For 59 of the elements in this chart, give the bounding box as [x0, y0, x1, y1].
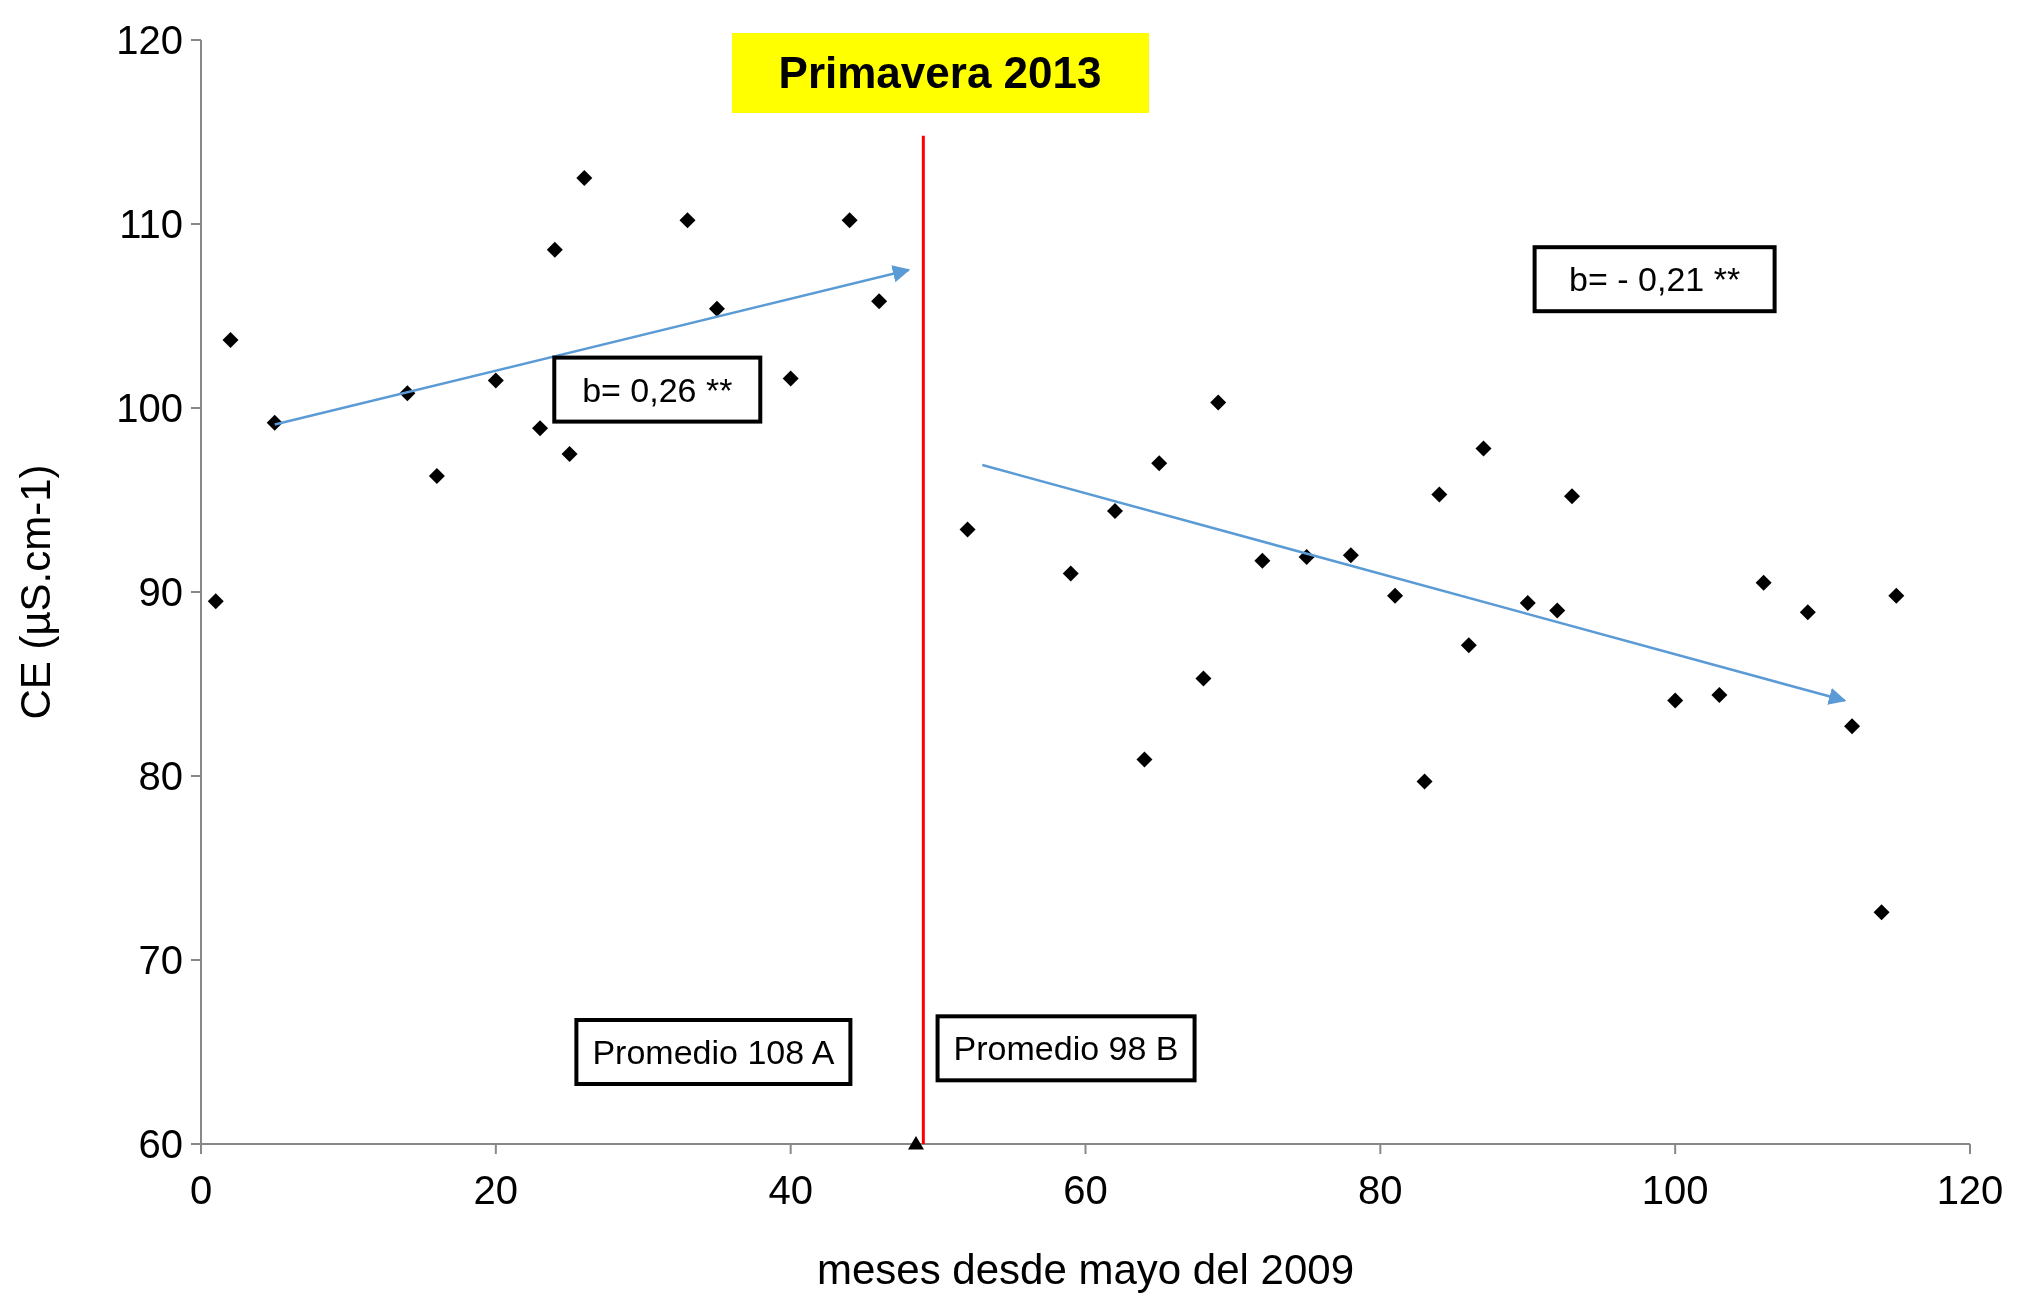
point — [1151, 455, 1168, 472]
y-tick-label: 110 — [119, 202, 183, 246]
point — [1844, 718, 1861, 735]
point — [1062, 565, 1079, 582]
x-tick-label: 0 — [189, 1168, 213, 1212]
point — [708, 300, 725, 317]
point — [1136, 751, 1153, 768]
y-tick-label: 90 — [138, 570, 183, 614]
point — [532, 420, 549, 437]
x-tick-label: 20 — [473, 1168, 519, 1212]
y-tick-label: 60 — [138, 1122, 183, 1166]
point — [782, 370, 799, 387]
x-tick-label: 80 — [1358, 1168, 1403, 1212]
point — [546, 241, 563, 258]
x-tick-label: 60 — [1063, 1168, 1108, 1212]
point — [1711, 687, 1728, 704]
point — [1755, 574, 1772, 591]
point — [1888, 587, 1905, 604]
point — [1563, 488, 1580, 505]
point — [1210, 394, 1227, 411]
point — [1475, 440, 1492, 457]
point — [207, 593, 224, 610]
point — [841, 212, 858, 229]
point — [1519, 595, 1536, 612]
y-tick-label: 120 — [116, 18, 183, 62]
point — [959, 521, 976, 538]
point — [1254, 552, 1271, 569]
point — [907, 1136, 924, 1150]
point — [1873, 904, 1890, 921]
point — [1460, 637, 1477, 654]
point — [576, 170, 593, 186]
point — [1106, 503, 1123, 520]
y-tick-label: 100 — [116, 386, 183, 430]
point — [561, 446, 578, 462]
point — [1387, 587, 1404, 604]
y-tick-label: 70 — [138, 938, 183, 982]
annotation: Promedio 98 B — [953, 1029, 1179, 1068]
annotation: b= 0,26 ** — [582, 370, 733, 409]
x-tick-label: 40 — [768, 1168, 813, 1212]
x-tick-label: 120 — [1936, 1168, 2004, 1212]
point — [679, 212, 696, 229]
annotation: Promedio 108 A — [592, 1032, 835, 1071]
point — [1342, 547, 1359, 564]
point — [1195, 670, 1212, 687]
annotation: b= - 0,21 ** — [1569, 260, 1741, 299]
point — [1416, 773, 1433, 790]
point — [1549, 602, 1566, 619]
point — [487, 372, 504, 389]
point — [1799, 604, 1816, 621]
point — [1667, 692, 1684, 709]
point — [1431, 486, 1448, 503]
x-tick-label: 100 — [1641, 1168, 1709, 1212]
x-axis-title: meses desde mayo del 2009 — [817, 1246, 1354, 1293]
chart-title: Primavera 2013 — [778, 48, 1102, 98]
y-axis-title: CE (µS.cm-1) — [12, 464, 59, 720]
y-tick-label: 80 — [138, 754, 183, 798]
point — [428, 468, 445, 485]
point — [871, 293, 888, 310]
point — [222, 331, 239, 348]
